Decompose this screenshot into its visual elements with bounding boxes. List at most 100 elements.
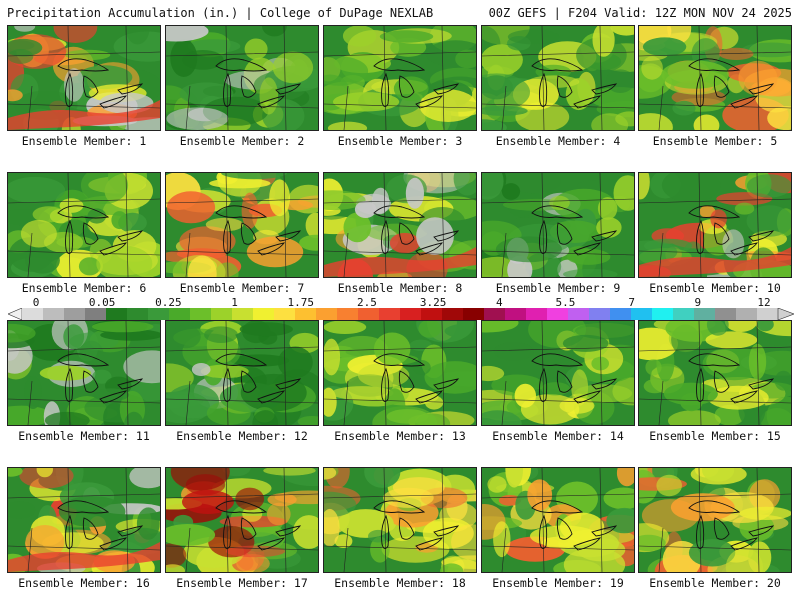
- member-label: Ensemble Member: 11: [18, 429, 150, 443]
- colorbar-swatch: [22, 308, 44, 320]
- member-label: Ensemble Member: 16: [18, 576, 150, 590]
- colorbar-swatch: [64, 308, 86, 320]
- member-label: Ensemble Member: 13: [334, 429, 466, 443]
- colorbar-arrow-right: [777, 308, 794, 320]
- colorbar-swatch: [736, 308, 758, 320]
- colorbar-swatch: [337, 308, 359, 320]
- colorbar-tick-label: 5.5: [555, 296, 576, 309]
- map-panel: [7, 25, 161, 131]
- colorbar-tick-label: 2.5: [356, 296, 377, 309]
- colorbar-tick-label: 1.75: [287, 296, 314, 309]
- member-label: Ensemble Member: 9: [495, 281, 621, 295]
- precip-map: [8, 173, 160, 277]
- colorbar-tick-label: 12: [757, 296, 771, 309]
- member-label: Ensemble Member: 2: [179, 134, 305, 148]
- precip-map: [166, 26, 318, 130]
- member-label: Ensemble Member: 3: [337, 134, 463, 148]
- colorbar-swatch: [148, 308, 170, 320]
- map-panel: [638, 320, 792, 426]
- colorbar-swatch: [274, 308, 296, 320]
- precip-map: [482, 26, 634, 130]
- header-left: Precipitation Accumulation (in.) | Colle…: [7, 6, 434, 20]
- map-panel: [7, 320, 161, 426]
- colorbar-tick-label: 0.05: [88, 296, 116, 309]
- colorbar-swatch: [484, 308, 506, 320]
- colorbar-swatch: [295, 308, 317, 320]
- precip-map: [324, 26, 476, 130]
- map-panel: [323, 320, 477, 426]
- colorbar-swatch: [757, 308, 779, 320]
- precip-map: [8, 26, 160, 130]
- colorbar-swatch: [211, 308, 233, 320]
- map-panel: [165, 467, 319, 573]
- colorbar: 0 0.05 0.25 1 1.75 2.5 3.25 4 5.5 7 9 12: [8, 296, 794, 324]
- precip-map: [482, 468, 634, 572]
- map-panel: [638, 172, 792, 278]
- colorbar-swatch: [715, 308, 737, 320]
- header-right: 00Z GEFS | F204 Valid: 12Z MON NOV 24 20…: [488, 6, 792, 20]
- member-label: Ensemble Member: 1: [21, 134, 147, 148]
- colorbar-swatch: [85, 308, 107, 320]
- precip-map: [482, 321, 634, 425]
- colorbar-tick-label: 7: [628, 296, 635, 309]
- map-panel: [165, 320, 319, 426]
- precip-map: [482, 173, 634, 277]
- colorbar-swatch: [379, 308, 401, 320]
- colorbar-swatch: [694, 308, 716, 320]
- precip-map: [639, 173, 791, 277]
- member-label: Ensemble Member: 10: [649, 281, 781, 295]
- map-panel: [323, 25, 477, 131]
- member-label: Ensemble Member: 5: [652, 134, 778, 148]
- map-panel: [7, 467, 161, 573]
- colorbar-tick-label: 0.25: [155, 296, 182, 309]
- colorbar-swatch: [400, 308, 422, 320]
- member-label: Ensemble Member: 12: [176, 429, 308, 443]
- precip-map: [639, 26, 791, 130]
- precip-map: [166, 468, 318, 572]
- colorbar-swatch: [673, 308, 695, 320]
- colorbar-scale: [8, 308, 794, 320]
- colorbar-swatch: [610, 308, 632, 320]
- member-label: Ensemble Member: 8: [337, 281, 463, 295]
- member-label: Ensemble Member: 20: [649, 576, 781, 590]
- precip-map: [324, 173, 476, 277]
- map-panel: [165, 172, 319, 278]
- colorbar-swatch: [631, 308, 653, 320]
- colorbar-swatch: [43, 308, 65, 320]
- colorbar-swatch: [568, 308, 590, 320]
- map-panel: [481, 320, 635, 426]
- precip-map: [324, 468, 476, 572]
- colorbar-swatch: [442, 308, 464, 320]
- member-label: Ensemble Member: 19: [492, 576, 624, 590]
- map-panel: [323, 172, 477, 278]
- member-label: Ensemble Member: 4: [495, 134, 621, 148]
- colorbar-swatch: [652, 308, 674, 320]
- precip-map: [324, 321, 476, 425]
- map-panel: [323, 467, 477, 573]
- colorbar-tick-label: 0: [32, 296, 40, 309]
- colorbar-swatch: [589, 308, 611, 320]
- member-label: Ensemble Member: 15: [649, 429, 781, 443]
- colorbar-tick-label: 4: [495, 296, 503, 309]
- map-panel: [7, 172, 161, 278]
- map-panel: [165, 25, 319, 131]
- precip-map: [8, 321, 160, 425]
- member-label: Ensemble Member: 18: [334, 576, 466, 590]
- colorbar-swatch: [232, 308, 254, 320]
- colorbar-swatch: [526, 308, 548, 320]
- colorbar-swatch: [316, 308, 338, 320]
- colorbar-swatch: [358, 308, 380, 320]
- map-panel: [481, 25, 635, 131]
- colorbar-swatch: [169, 308, 191, 320]
- colorbar-swatch: [190, 308, 212, 320]
- map-panel: [638, 25, 792, 131]
- colorbar-swatch: [421, 308, 443, 320]
- precip-map: [8, 468, 160, 572]
- colorbar-swatch: [505, 308, 527, 320]
- member-label: Ensemble Member: 6: [21, 281, 147, 295]
- colorbar-tick-label: 1: [231, 296, 238, 309]
- precip-map: [639, 321, 791, 425]
- colorbar-tick-label: 9: [694, 296, 702, 309]
- map-panel: [481, 172, 635, 278]
- colorbar-tick-label: 3.25: [419, 296, 447, 309]
